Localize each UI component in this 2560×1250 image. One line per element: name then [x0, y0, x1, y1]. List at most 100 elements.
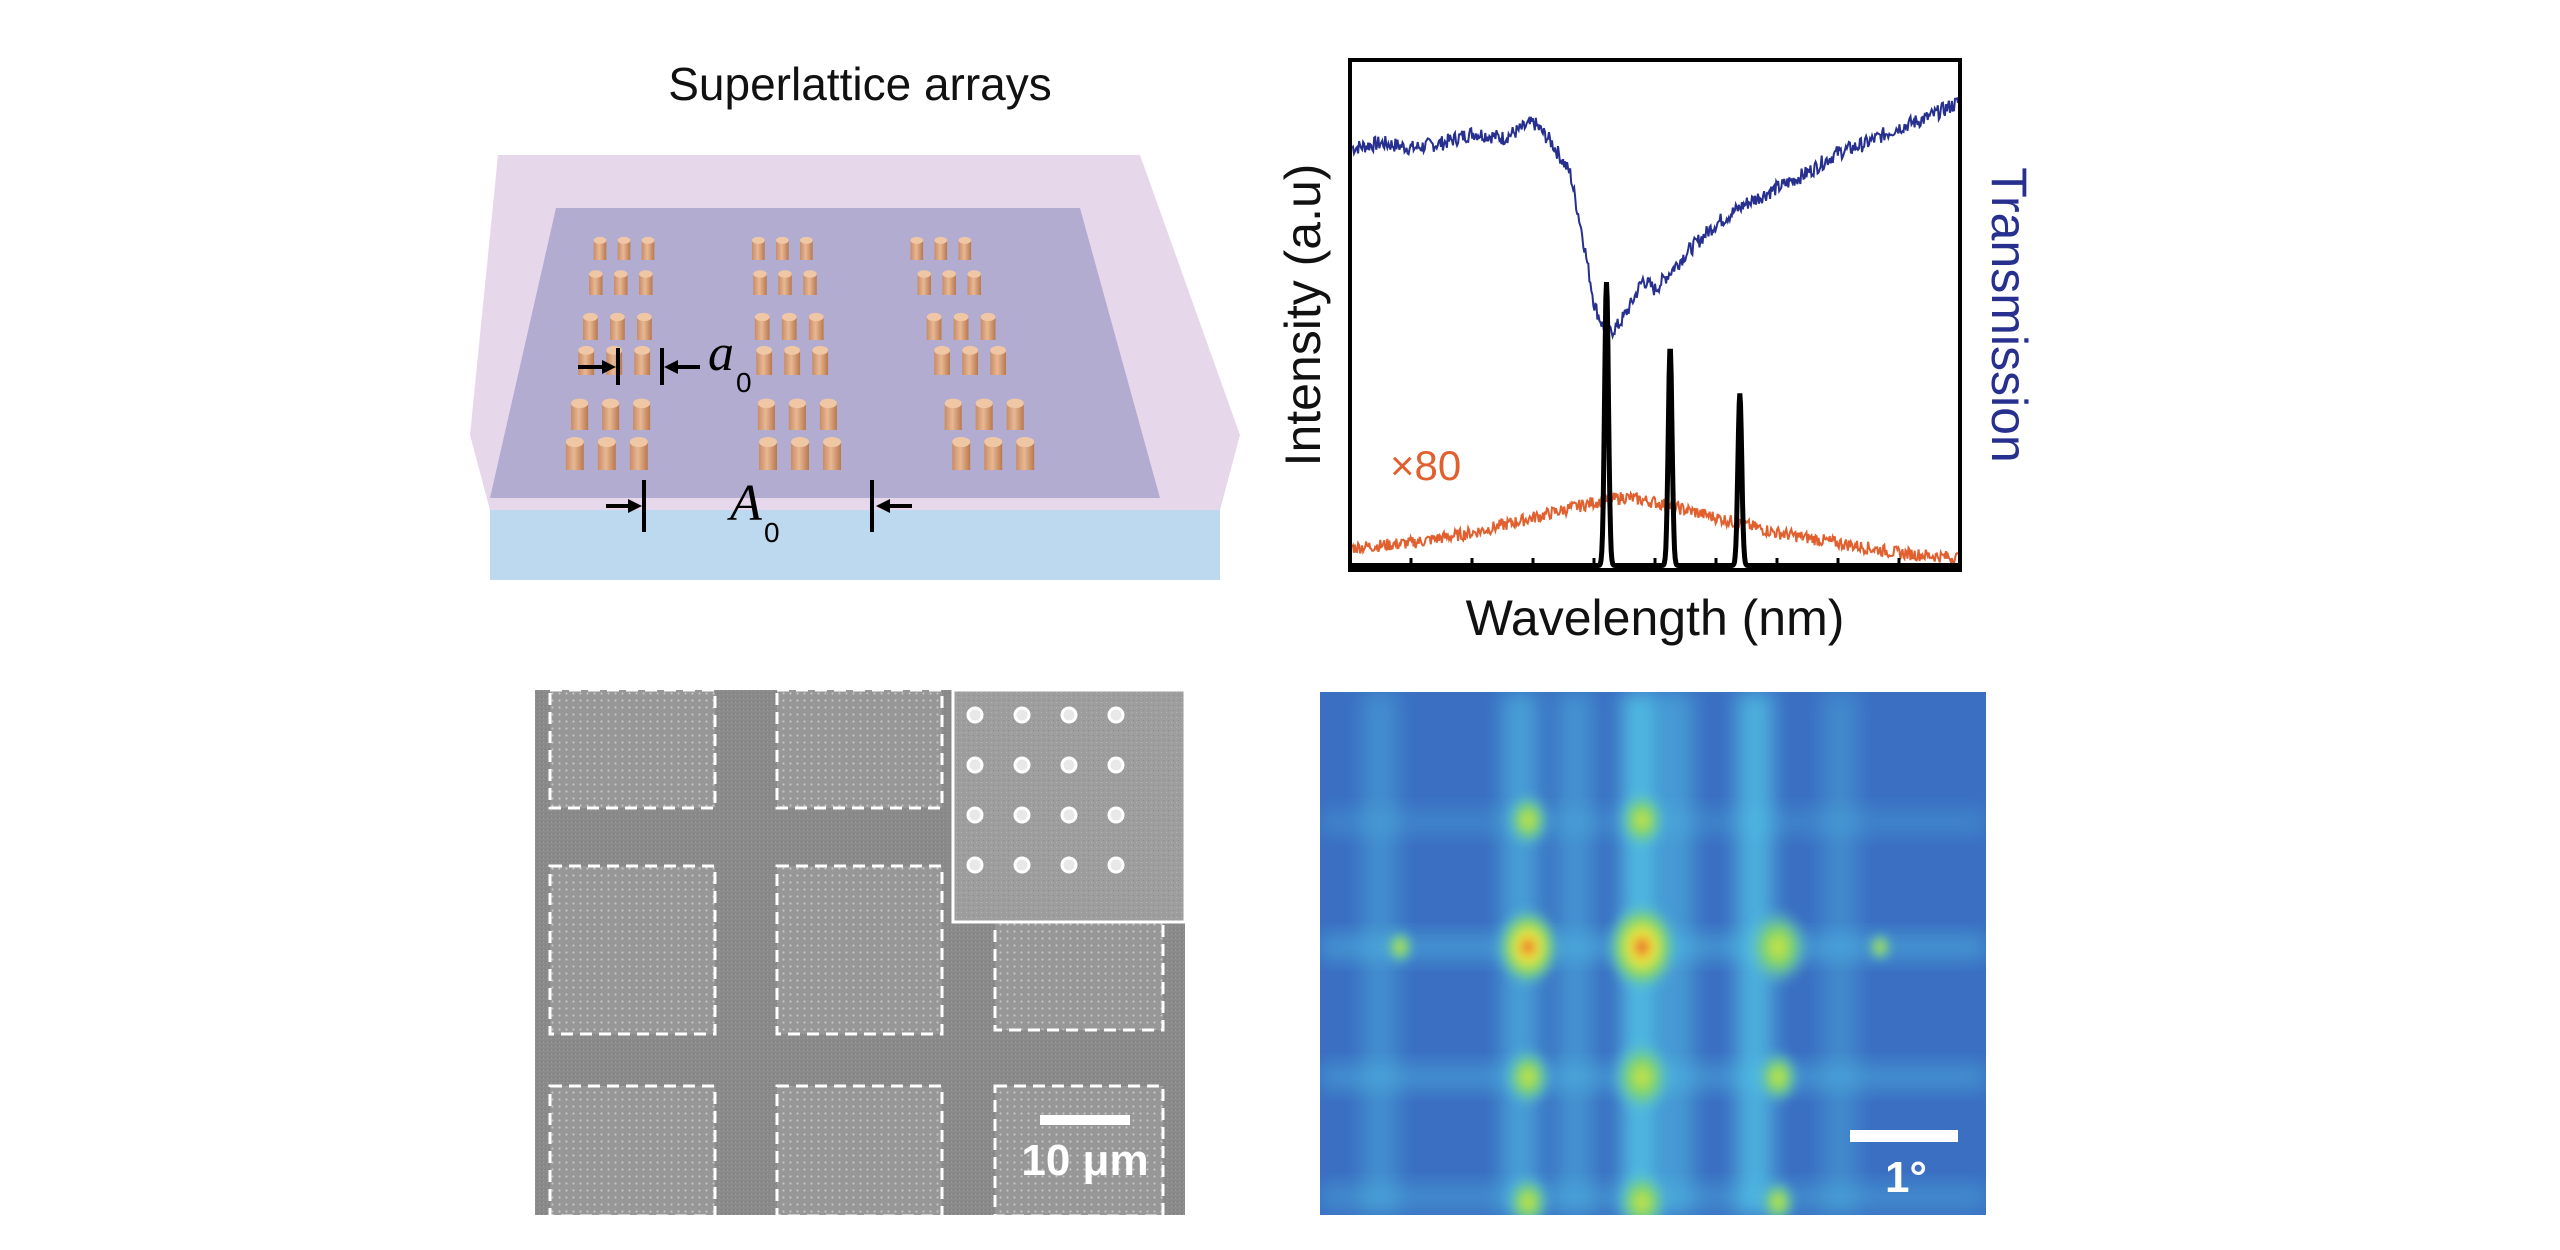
pillar — [967, 270, 981, 295]
pillar — [602, 398, 620, 430]
pillar — [637, 312, 652, 340]
pillar — [583, 312, 598, 340]
pillar — [1016, 436, 1035, 470]
diffraction-spot — [1756, 1049, 1800, 1105]
superlattice-schematic: Superlattice arrays a 0 A 0 — [470, 58, 1240, 580]
pillar — [610, 312, 625, 340]
pillar — [990, 345, 1007, 375]
superlattice-field — [775, 688, 944, 810]
diffraction-spot — [1746, 907, 1810, 987]
pillar — [593, 236, 607, 260]
pillar — [757, 398, 775, 430]
pillar — [953, 312, 969, 340]
superlattice-schematic-panel: Superlattice arrays a 0 A 0 — [460, 40, 1260, 600]
inset-pillar-grid — [966, 706, 1125, 874]
pillar — [944, 398, 962, 430]
pillar — [917, 270, 931, 295]
pillar — [589, 270, 603, 295]
pillar — [639, 270, 653, 295]
inset-pillar — [1060, 806, 1078, 824]
spectrum-chart-panel: Wavelength (nm) Intensity (a.u) Transmis… — [1260, 40, 2060, 660]
diffraction-spot — [1506, 792, 1550, 848]
pillar — [565, 436, 584, 470]
pillar — [776, 236, 789, 260]
far-field-image: 1° — [1320, 692, 1986, 1235]
pillar — [984, 436, 1003, 470]
inset-pillar — [966, 706, 984, 724]
pillar — [823, 436, 841, 470]
pillar — [800, 236, 813, 260]
pillar-array — [565, 236, 1035, 470]
substrate-layer — [490, 510, 1220, 580]
pillar — [617, 236, 631, 260]
pillar — [952, 436, 971, 470]
far-field-scale-label: 1° — [1885, 1153, 1927, 1202]
pillar — [629, 436, 648, 470]
pillar — [633, 398, 651, 430]
sem-scale-label: 10 μm — [1021, 1136, 1148, 1185]
large-period-marker — [606, 480, 912, 532]
y-axis-label-right: Transmission — [1981, 167, 2037, 462]
inset-pillar — [1013, 756, 1031, 774]
pillar — [614, 270, 628, 295]
superlattice-field — [993, 1084, 1165, 1218]
inset-pillar — [1013, 806, 1031, 824]
inset-pillar — [966, 856, 984, 874]
diffraction-spot — [1504, 1047, 1552, 1107]
sem-image-panel: 10 μm — [535, 688, 1187, 1218]
inset-pillar — [1013, 706, 1031, 724]
sem-scale-bar — [1040, 1115, 1130, 1125]
superlattice-field — [548, 688, 717, 810]
inset-pillar — [1013, 856, 1031, 874]
sem-inset — [951, 688, 1187, 924]
pillar — [975, 398, 993, 430]
diffraction-spot — [1760, 1179, 1796, 1225]
pillar — [752, 236, 765, 260]
pillar — [819, 398, 837, 430]
inset-pillar — [1107, 856, 1125, 874]
diffraction-spot — [1868, 932, 1892, 962]
pillar — [756, 345, 773, 375]
inset-pillar — [1060, 856, 1078, 874]
inset-pillar — [966, 756, 984, 774]
large-period-label: A — [727, 475, 762, 532]
y-axis-label-left: Intensity (a.u) — [1275, 164, 1331, 467]
pillar — [1006, 398, 1024, 430]
pillar — [784, 345, 801, 375]
x-axis-label: Wavelength (nm) — [1466, 590, 1845, 646]
small-period-marker — [578, 348, 700, 385]
superlattice-field — [548, 1084, 717, 1218]
far-field-scale-bar — [1850, 1130, 1958, 1142]
pillar — [597, 436, 616, 470]
pillar — [781, 312, 797, 340]
spontaneous-emission-series — [1351, 490, 1959, 566]
pillar — [934, 345, 951, 375]
inset-pillar — [966, 806, 984, 824]
inset-pillar — [1060, 756, 1078, 774]
pillar — [571, 398, 589, 430]
scale-factor-annotation: ×80 — [1390, 442, 1461, 489]
pillar — [934, 236, 948, 260]
pillar — [962, 345, 979, 375]
pillar — [791, 436, 809, 470]
inset-pillar — [1060, 706, 1078, 724]
pillar — [778, 270, 792, 295]
pillar — [808, 312, 824, 340]
pillar — [910, 236, 924, 260]
diffraction-spot — [1496, 907, 1560, 987]
transmission-series — [1351, 97, 1959, 340]
small-period-subscript: 0 — [736, 367, 752, 398]
pillar — [759, 436, 777, 470]
spectrum-plot-area — [1351, 97, 1959, 568]
inset-pillar — [1107, 806, 1125, 824]
pillar — [753, 270, 767, 295]
pillar — [641, 236, 655, 260]
pillar — [788, 398, 806, 430]
diffraction-spot — [1618, 790, 1666, 850]
diffraction-spot — [1386, 929, 1414, 965]
pillar — [578, 345, 595, 375]
emission-series — [1352, 281, 1958, 568]
inset-pillar — [1107, 756, 1125, 774]
superlattice-field — [775, 864, 944, 1036]
pillar — [634, 345, 651, 375]
